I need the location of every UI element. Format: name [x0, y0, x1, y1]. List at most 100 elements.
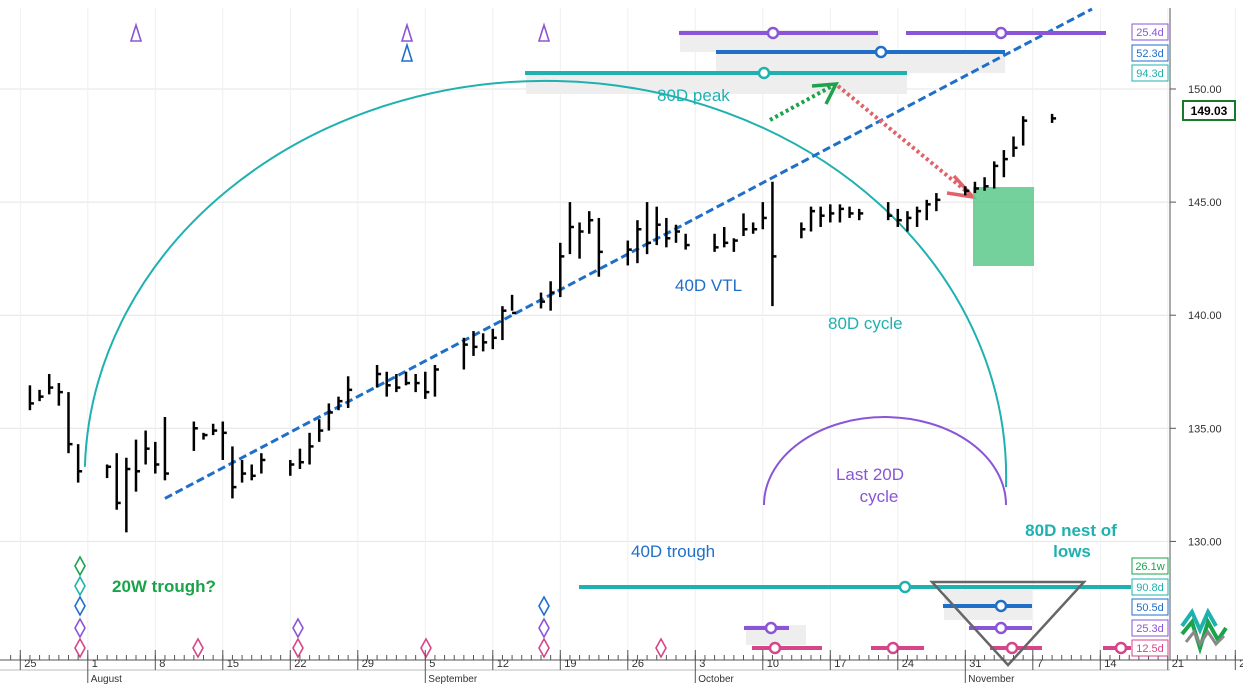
cycle-length-text: 90.8d — [1136, 582, 1164, 594]
x-tick-label: 31 — [969, 658, 981, 670]
cycle-overlays — [74, 7, 1131, 667]
projection-down-arrow — [836, 84, 974, 198]
trough-marker-diamond — [74, 595, 86, 617]
trough-12d-bar-3-marker — [1005, 641, 1019, 655]
cycle-80d-arc — [83, 79, 1008, 488]
gridlines — [0, 8, 1236, 655]
trough-marker-diamond — [74, 555, 86, 577]
target-box — [973, 187, 1034, 266]
x-tick-label: 14 — [1104, 658, 1116, 670]
peak-marker-triangle — [129, 22, 143, 42]
trough-12d-bar-2-marker — [886, 641, 900, 655]
peak-52d-bar-marker — [874, 45, 888, 59]
month-label: September — [428, 674, 478, 685]
x-tick-label: 22 — [294, 658, 306, 670]
annotation-labels: 80D peak 40D VTL 80D cycle Last 20D cycl… — [112, 86, 1117, 596]
x-tick-label: 5 — [429, 658, 435, 670]
trough-12d-bar-4-marker — [1114, 641, 1128, 655]
cycle-band — [526, 73, 907, 94]
annotation-80d-cycle: 80D cycle — [828, 314, 903, 333]
projection-up-arrowhead — [811, 81, 839, 105]
trough-marker-diamond — [655, 637, 667, 659]
x-tick-label: 21 — [1172, 658, 1184, 670]
x-tick-label: 7 — [1037, 658, 1043, 670]
brand-logo — [1180, 607, 1228, 655]
annotation-40d-trough: 40D trough — [631, 542, 715, 561]
trough-91d-bar-marker — [898, 580, 912, 594]
x-tick-label: 12 — [497, 658, 509, 670]
vtl-40d-line — [164, 7, 1093, 500]
annotation-cycle: cycle — [860, 487, 899, 506]
trough-marker-diamond — [74, 617, 86, 639]
last-price-tag — [1182, 100, 1236, 121]
x-tick-label: 8 — [159, 658, 165, 670]
cycle-length-text: 25.4d — [1136, 27, 1164, 39]
annotation-80d-nest: 80D nest of — [1025, 521, 1117, 540]
annotation-last-20d: Last 20D — [836, 465, 904, 484]
peak-25d-bar-2-marker — [994, 26, 1008, 40]
cycle-length-text: 50.5d — [1136, 602, 1164, 614]
peak-25d-bar-1-marker — [766, 26, 780, 40]
trough-marker-diamond — [538, 637, 550, 659]
annotation-40d-vtl: 40D VTL — [675, 276, 742, 295]
cycle-length-text: 25.3d — [1136, 623, 1164, 635]
trough-25d-bar-2-marker — [994, 621, 1008, 635]
x-tick-label: 25 — [24, 658, 36, 670]
axes: 130.00 135.00 140.00 145.00 150.00 25 1 8 15 22 29… — [0, 8, 1243, 685]
cycle-length-text: 12.5d — [1136, 643, 1164, 655]
x-tick-label: 3 — [699, 658, 705, 670]
cycle-length-tag — [1131, 598, 1169, 616]
annotation-20w-trough: 20W trough? — [112, 577, 216, 596]
x-tick-label: 17 — [834, 658, 846, 670]
y-tick-label: 130.00 — [1188, 536, 1222, 548]
trough-marker-diamond — [538, 617, 550, 639]
x-tick-label: 28 — [1239, 658, 1243, 670]
y-tick-label: 135.00 — [1188, 423, 1222, 435]
cycle-length-tag — [1131, 44, 1169, 62]
peak-marker-triangle — [400, 42, 414, 62]
peak-marker-triangle — [400, 22, 414, 42]
trough-marker-diamond — [192, 637, 204, 659]
peak-94d-bar-marker — [757, 66, 771, 80]
trough-marker-diamond — [74, 637, 86, 659]
cycle-length-text: 26.1w — [1135, 561, 1164, 573]
x-tick-label: 1 — [92, 658, 98, 670]
x-tick-label: 29 — [362, 658, 374, 670]
trough-50d-bar-marker — [994, 599, 1008, 613]
last-price-value: 149.03 — [1191, 104, 1228, 118]
cycle-band — [716, 52, 1005, 73]
month-label: October — [698, 674, 734, 685]
x-tick-label: 24 — [902, 658, 914, 670]
cycle-length-tag — [1131, 557, 1169, 575]
month-label: November — [968, 674, 1015, 685]
right-tags: 149.03 25.4d 52.3d 94.3d 26.1w 90.8d 50.5d 25.3… — [1131, 23, 1236, 657]
month-label: August — [91, 674, 122, 685]
annotation-lows: lows — [1053, 542, 1091, 561]
y-tick-label: 140.00 — [1188, 310, 1222, 322]
y-tick-label: 150.00 — [1188, 84, 1222, 96]
cycle-20d-arc — [763, 416, 1007, 506]
cycle-length-tag — [1131, 64, 1169, 82]
y-tick-label: 145.00 — [1188, 197, 1222, 209]
cycle-length-text: 52.3d — [1136, 48, 1164, 60]
annotation-80d-peak: 80D peak — [657, 86, 730, 105]
cycle-length-tag — [1131, 619, 1169, 637]
x-tick-label: 10 — [767, 658, 779, 670]
trough-marker-diamond — [420, 637, 432, 659]
x-tick-label: 15 — [227, 658, 239, 670]
cycle-length-tag — [1131, 23, 1169, 41]
trough-marker-diamond — [292, 637, 304, 659]
cycle-length-tag — [1131, 578, 1169, 596]
projection-up-arrow — [769, 83, 835, 122]
cycle-band — [680, 30, 880, 52]
trough-25d-bar-1-marker — [764, 621, 778, 635]
price-bars — [28, 113, 1057, 533]
trough-marker-diamond — [74, 575, 86, 597]
trough-12d-bar-1-marker — [768, 641, 782, 655]
cycle-length-tag — [1131, 639, 1169, 657]
trough-marker-diamond — [538, 595, 550, 617]
x-tick-label: 26 — [632, 658, 644, 670]
cycle-length-text: 94.3d — [1136, 68, 1164, 80]
x-tick-label: 19 — [564, 658, 576, 670]
